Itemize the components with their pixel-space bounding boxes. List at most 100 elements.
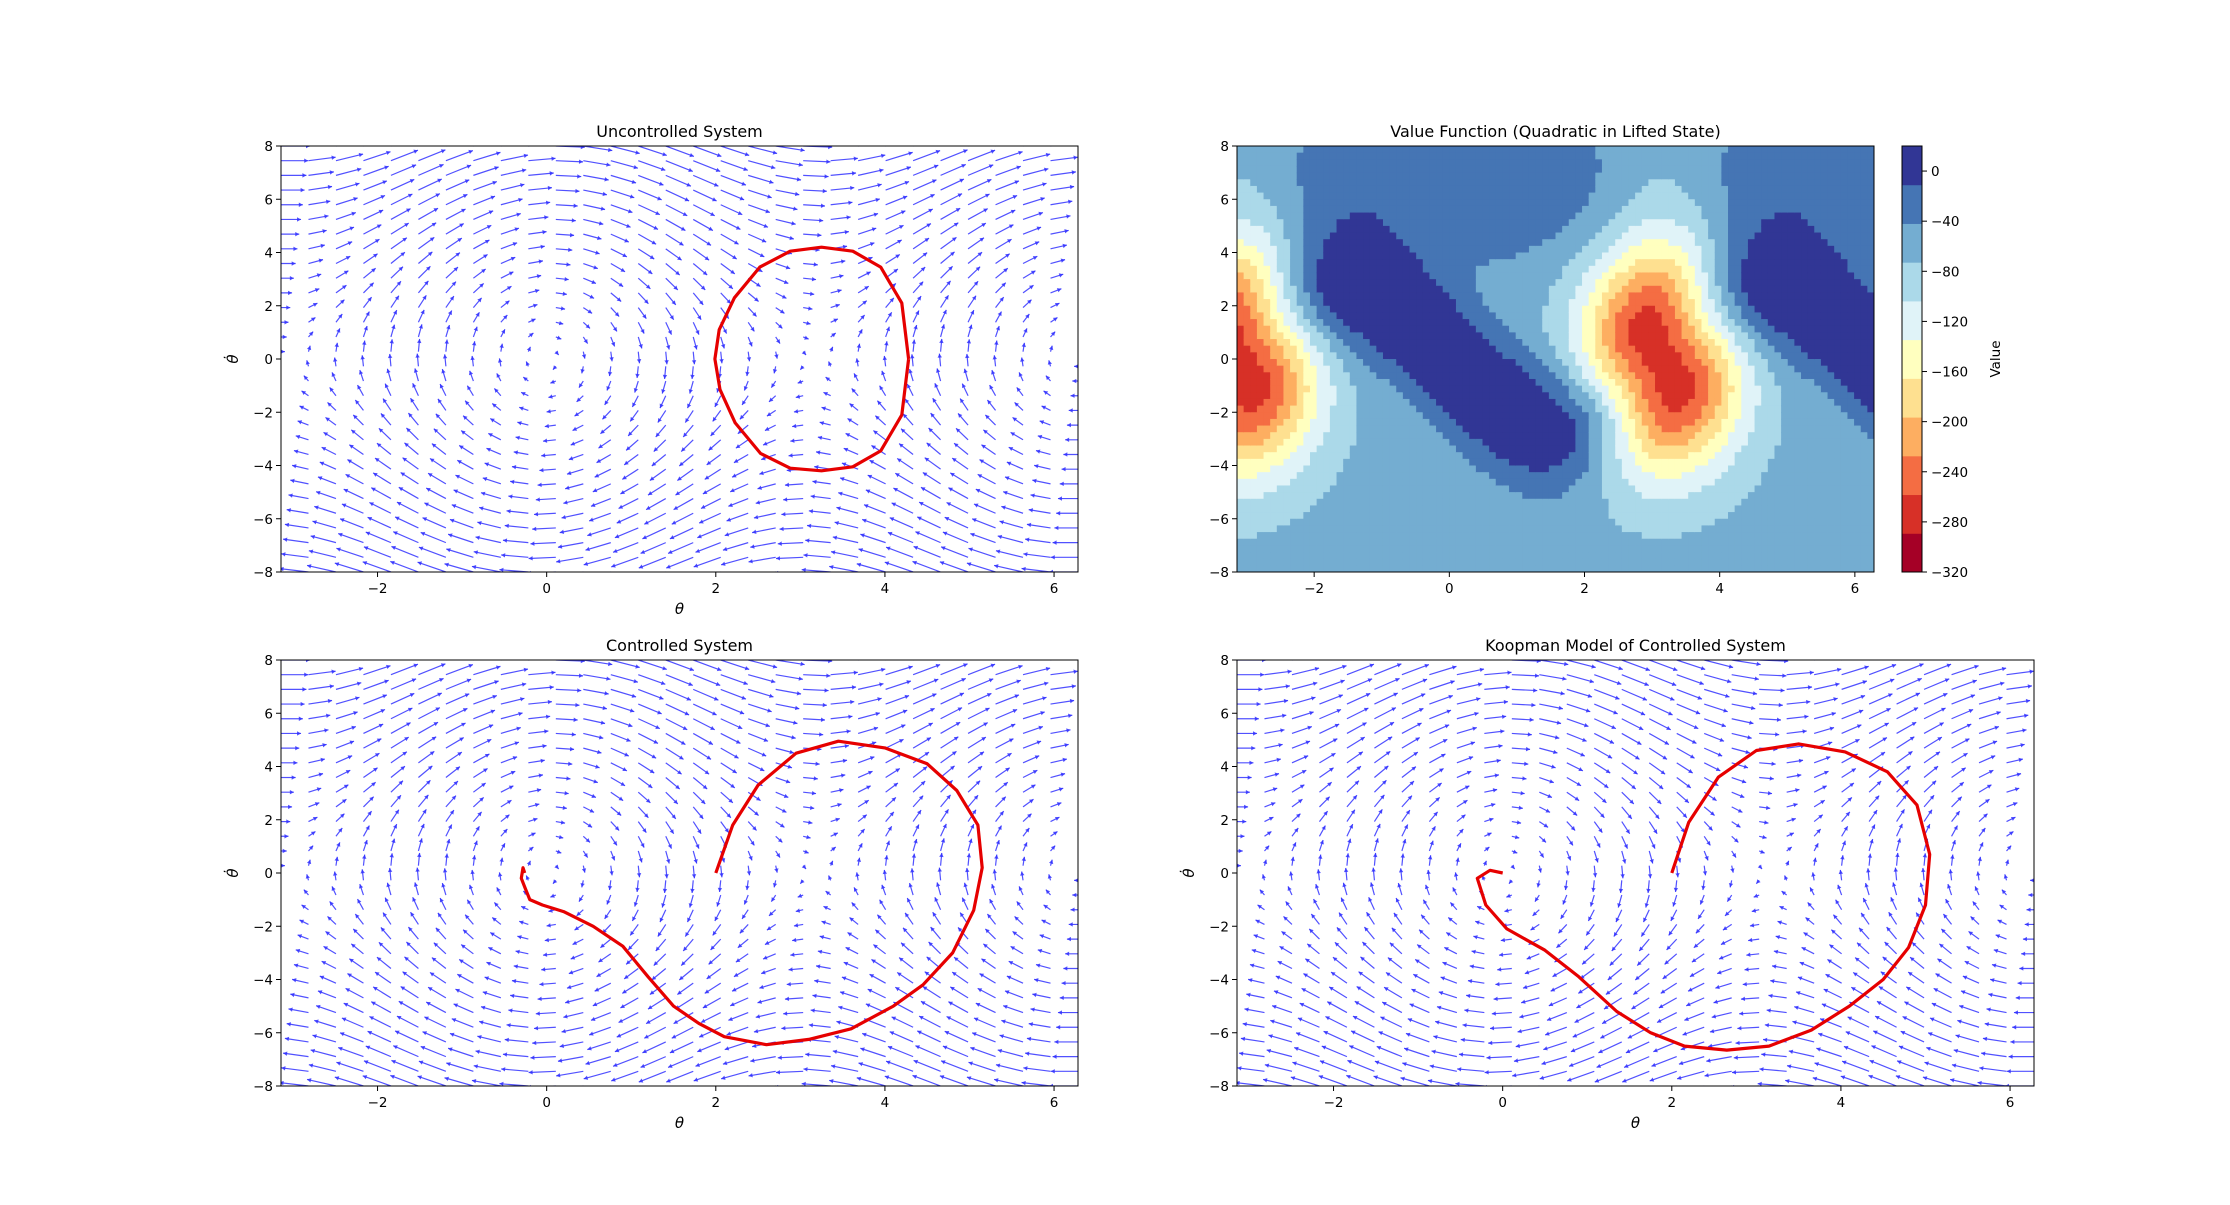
- quiver-arrowhead: [314, 288, 320, 293]
- contour-cell: [1455, 552, 1464, 560]
- quiver-arrowhead: [932, 398, 937, 403]
- contour-cell: [1363, 365, 1371, 373]
- contour-cell: [1475, 472, 1484, 480]
- quiver-arrowhead: [441, 369, 446, 374]
- contour-cell: [1290, 505, 1298, 513]
- quiver-arrowhead: [295, 434, 301, 440]
- contour-cell: [1509, 565, 1517, 572]
- contour-cell: [1329, 205, 1338, 214]
- quiver-arrowhead: [981, 444, 986, 449]
- contour-cell: [1562, 219, 1570, 227]
- contour-cell: [1309, 339, 1318, 347]
- contour-cell: [1283, 485, 1291, 493]
- contour-cell: [1290, 372, 1298, 380]
- contour-cell: [1270, 425, 1278, 433]
- contour-cell: [1389, 445, 1397, 453]
- contour-cell: [1396, 465, 1404, 473]
- contour-cell: [1349, 305, 1358, 314]
- quiver-arrowhead: [845, 433, 851, 438]
- contour-cell: [1356, 372, 1364, 380]
- quiver-arrow: [583, 189, 607, 196]
- quiver-arrowhead: [499, 343, 504, 348]
- contour-cell: [1243, 312, 1251, 320]
- quiver-arrowhead: [391, 324, 396, 330]
- contour-cell: [1250, 305, 1258, 314]
- contour-cell: [1482, 205, 1490, 214]
- quiver-arrow: [912, 179, 937, 191]
- quiver-arrowhead: [838, 491, 843, 496]
- quiver-arrowhead: [622, 475, 627, 480]
- contour-cell: [1489, 472, 1497, 480]
- contour-cell: [1256, 252, 1265, 260]
- contour-cell: [1402, 292, 1411, 300]
- contour-cell: [1469, 432, 1477, 440]
- contour-cell: [1349, 492, 1358, 500]
- contour-cell: [1323, 398, 1331, 407]
- contour-cell: [1336, 425, 1344, 433]
- contour-cell: [1489, 372, 1497, 380]
- contour-cell: [1429, 512, 1437, 520]
- contour-cell: [1416, 365, 1424, 373]
- quiver-arrowhead: [835, 303, 840, 308]
- contour-cell: [1256, 538, 1265, 546]
- contour-cell: [1489, 485, 1497, 493]
- contour-cell: [1382, 272, 1391, 280]
- contour-cell: [1369, 172, 1377, 180]
- quiver-arrowhead: [293, 449, 299, 454]
- contour-cell: [1389, 292, 1397, 300]
- contour-cell: [1369, 339, 1377, 347]
- contour-cell: [1369, 285, 1377, 294]
- contour-cell: [1396, 146, 1404, 154]
- contour-cell: [1528, 299, 1537, 307]
- contour-cell: [1316, 225, 1324, 234]
- contour-cell: [1263, 299, 1271, 307]
- contour-cell: [1555, 512, 1563, 520]
- contour-cell: [1515, 492, 1523, 500]
- quiver-arrowhead: [761, 238, 767, 243]
- quiver-arrowhead: [665, 579, 670, 583]
- contour-cell: [1329, 212, 1338, 220]
- quiver-arrowhead: [1023, 552, 1028, 557]
- contour-cell: [1416, 179, 1424, 187]
- contour-cell: [1309, 498, 1318, 507]
- contour-cell: [1290, 378, 1298, 387]
- contour-cell: [1296, 398, 1304, 407]
- contour-cell: [1509, 245, 1517, 254]
- contour-cell: [1316, 412, 1324, 420]
- quiver-arrowhead: [946, 280, 951, 286]
- quiver-arrowhead: [679, 461, 684, 467]
- contour-cell: [1449, 538, 1457, 546]
- contour-cell: [1515, 219, 1523, 227]
- contour-cell: [1402, 259, 1411, 267]
- quiver-arrow: [692, 189, 717, 202]
- contour-cell: [1303, 458, 1311, 467]
- contour-cell: [1256, 245, 1265, 254]
- quiver-arrow: [445, 150, 474, 162]
- contour-cell: [1323, 279, 1331, 287]
- contour-cell: [1422, 292, 1431, 300]
- quiver-arrowhead: [502, 538, 508, 543]
- contour-cell: [1376, 398, 1384, 407]
- contour-cell: [1276, 319, 1285, 327]
- contour-cell: [1256, 292, 1265, 300]
- quiver-arrowhead: [1061, 466, 1066, 472]
- contour-cell: [1376, 558, 1384, 566]
- quiver-arrowhead: [990, 149, 996, 154]
- contour-cell: [1309, 319, 1318, 327]
- contour-cell: [1469, 438, 1477, 447]
- quiver-arrowhead: [622, 253, 627, 258]
- contour-cell: [1509, 532, 1517, 540]
- contour-cell: [1416, 345, 1424, 353]
- quiver-arrowhead: [779, 309, 785, 314]
- contour-cell: [1243, 518, 1251, 527]
- contour-cell: [1237, 259, 1245, 267]
- quiver-arrowhead: [879, 385, 884, 391]
- contour-cell: [1263, 259, 1271, 267]
- contour-cell: [1509, 332, 1517, 340]
- contour-cell: [1542, 192, 1550, 200]
- contour-cell: [1323, 472, 1331, 480]
- contour-cell: [1290, 305, 1298, 314]
- quiver-arrow: [775, 189, 800, 196]
- contour-cell: [1489, 146, 1497, 154]
- contour-cell: [1250, 365, 1258, 373]
